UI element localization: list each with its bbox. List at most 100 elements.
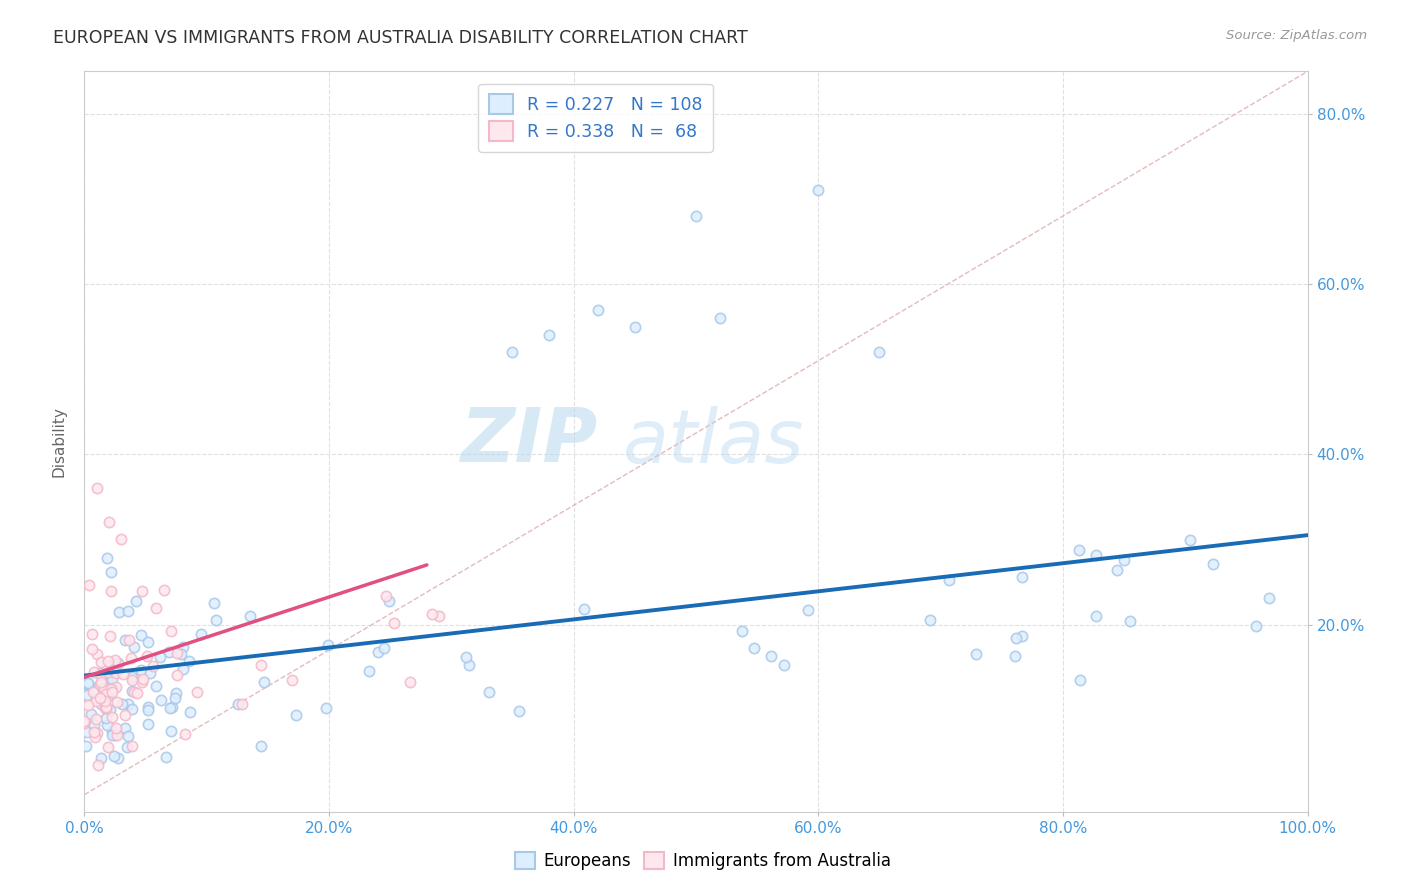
Point — [90, 667, 112, 681]
Point — [94, 700, 117, 714]
Point — [114, 632, 136, 647]
Point — [76, 725, 98, 739]
Point — [186, 684, 208, 698]
Point — [378, 594, 401, 608]
Point — [709, 311, 731, 326]
Point — [87, 758, 110, 772]
Point — [807, 184, 830, 198]
Point — [94, 699, 117, 714]
Point — [132, 673, 155, 687]
Point — [1084, 609, 1107, 624]
Point — [107, 695, 129, 709]
Point — [239, 608, 262, 623]
Point — [399, 674, 422, 689]
Point — [502, 345, 524, 359]
Point — [83, 665, 105, 680]
Point — [111, 698, 134, 712]
Point — [120, 651, 142, 665]
Point — [105, 666, 128, 681]
Point — [172, 661, 194, 675]
Point — [1011, 569, 1033, 583]
Point — [938, 573, 960, 587]
Point — [90, 697, 112, 711]
Point — [100, 665, 122, 680]
Point — [367, 645, 389, 659]
Point — [122, 640, 145, 654]
Point — [226, 697, 249, 711]
Point — [160, 624, 183, 639]
Point — [1069, 543, 1091, 558]
Point — [155, 750, 177, 764]
Point — [1011, 629, 1033, 643]
Text: ZIP: ZIP — [461, 405, 598, 478]
Point — [136, 717, 159, 731]
Point — [94, 701, 117, 715]
Point — [90, 750, 112, 764]
Point — [136, 635, 159, 649]
Point — [250, 739, 273, 754]
Point — [107, 606, 129, 620]
Point — [685, 209, 707, 223]
Point — [456, 650, 478, 665]
Point — [91, 668, 114, 682]
Point — [170, 647, 193, 661]
Point — [179, 705, 201, 719]
Point — [538, 328, 561, 343]
Point — [101, 673, 124, 687]
Point — [174, 727, 197, 741]
Point — [478, 684, 501, 698]
Point — [93, 681, 115, 695]
Point — [83, 682, 105, 697]
Point — [204, 596, 226, 610]
Legend: Europeans, Immigrants from Australia: Europeans, Immigrants from Australia — [509, 845, 897, 877]
Point — [94, 694, 117, 708]
Point — [76, 676, 98, 690]
Point — [84, 694, 107, 708]
Point — [382, 615, 405, 630]
Point — [122, 684, 145, 698]
Point — [159, 701, 181, 715]
Point — [101, 724, 124, 739]
Point — [97, 516, 120, 530]
Point — [96, 687, 118, 701]
Y-axis label: Disability: Disability — [51, 406, 66, 477]
Point — [121, 702, 143, 716]
Point — [90, 655, 112, 669]
Point — [96, 551, 118, 566]
Point — [163, 691, 186, 706]
Point — [100, 710, 122, 724]
Point — [97, 654, 120, 668]
Point — [76, 698, 98, 713]
Point — [125, 594, 148, 608]
Point — [1069, 673, 1091, 687]
Point — [100, 681, 122, 696]
Point — [104, 653, 127, 667]
Point — [159, 645, 181, 659]
Point — [96, 673, 118, 687]
Point — [316, 639, 339, 653]
Point — [73, 714, 96, 728]
Point — [90, 674, 112, 689]
Point — [89, 666, 111, 681]
Point — [101, 685, 124, 699]
Point — [162, 699, 184, 714]
Point — [586, 302, 609, 317]
Point — [117, 697, 139, 711]
Point — [1119, 614, 1142, 628]
Point — [145, 601, 167, 615]
Point — [166, 646, 188, 660]
Point — [103, 749, 125, 764]
Point — [357, 665, 380, 679]
Point — [97, 690, 120, 704]
Point — [73, 716, 96, 731]
Point — [96, 711, 118, 725]
Point — [101, 681, 124, 696]
Text: EUROPEAN VS IMMIGRANTS FROM AUSTRALIA DISABILITY CORRELATION CHART: EUROPEAN VS IMMIGRANTS FROM AUSTRALIA DI… — [53, 29, 748, 46]
Point — [131, 584, 153, 599]
Point — [179, 654, 201, 668]
Point — [1178, 533, 1201, 547]
Point — [315, 700, 337, 714]
Point — [731, 624, 754, 639]
Point — [166, 668, 188, 682]
Point — [80, 707, 103, 722]
